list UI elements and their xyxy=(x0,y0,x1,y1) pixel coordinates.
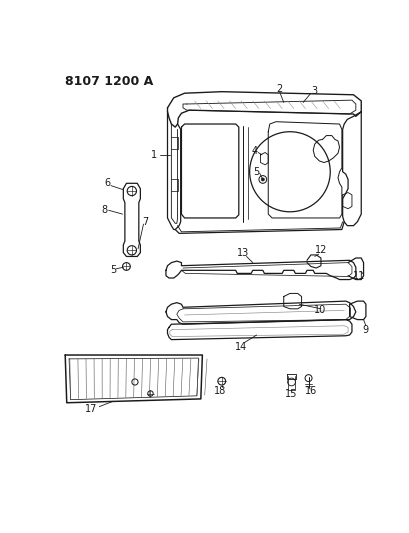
Text: 5: 5 xyxy=(110,265,116,276)
Text: 16: 16 xyxy=(304,386,316,396)
Text: 1: 1 xyxy=(151,150,157,160)
Text: 9: 9 xyxy=(362,325,368,335)
Circle shape xyxy=(261,178,264,181)
Text: 15: 15 xyxy=(285,389,297,399)
Text: 8: 8 xyxy=(101,205,107,215)
Text: 7: 7 xyxy=(142,217,148,227)
Text: 13: 13 xyxy=(237,248,249,257)
Text: 11: 11 xyxy=(352,271,364,281)
Text: 10: 10 xyxy=(313,305,326,316)
Text: 2: 2 xyxy=(276,84,282,94)
Text: 5: 5 xyxy=(253,167,259,177)
Text: 17: 17 xyxy=(85,404,97,414)
Text: 8107 1200 A: 8107 1200 A xyxy=(65,75,153,88)
Text: 6: 6 xyxy=(104,179,110,188)
Text: 3: 3 xyxy=(311,86,317,96)
Text: 14: 14 xyxy=(234,342,247,352)
Text: 12: 12 xyxy=(314,245,326,255)
Text: 4: 4 xyxy=(252,146,258,156)
Text: 18: 18 xyxy=(213,386,226,396)
